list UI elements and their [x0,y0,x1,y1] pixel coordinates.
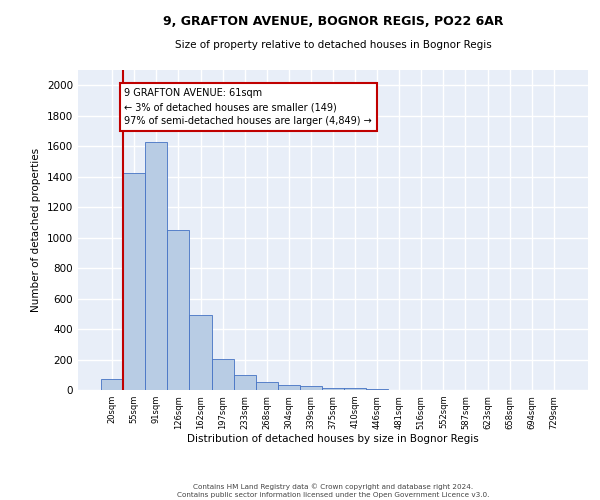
Bar [123,173,145,390]
Bar [145,142,167,390]
Text: 9, GRAFTON AVENUE, BOGNOR REGIS, PO22 6AR: 9, GRAFTON AVENUE, BOGNOR REGIS, PO22 6A… [163,15,503,28]
Bar [344,388,366,390]
X-axis label: Distribution of detached houses by size in Bognor Regis: Distribution of detached houses by size … [187,434,479,444]
Bar [190,316,212,390]
Text: Size of property relative to detached houses in Bognor Regis: Size of property relative to detached ho… [175,40,491,50]
Bar [366,389,388,390]
Bar [212,359,233,390]
Bar [256,382,278,390]
Bar [300,386,322,390]
Bar [278,384,300,390]
Bar [101,378,123,390]
Text: 9 GRAFTON AVENUE: 61sqm
← 3% of detached houses are smaller (149)
97% of semi-de: 9 GRAFTON AVENUE: 61sqm ← 3% of detached… [124,88,372,126]
Text: Contains HM Land Registry data © Crown copyright and database right 2024.
Contai: Contains HM Land Registry data © Crown c… [177,484,489,498]
Y-axis label: Number of detached properties: Number of detached properties [31,148,41,312]
Bar [322,388,344,390]
Bar [167,230,190,390]
Bar [233,375,256,390]
